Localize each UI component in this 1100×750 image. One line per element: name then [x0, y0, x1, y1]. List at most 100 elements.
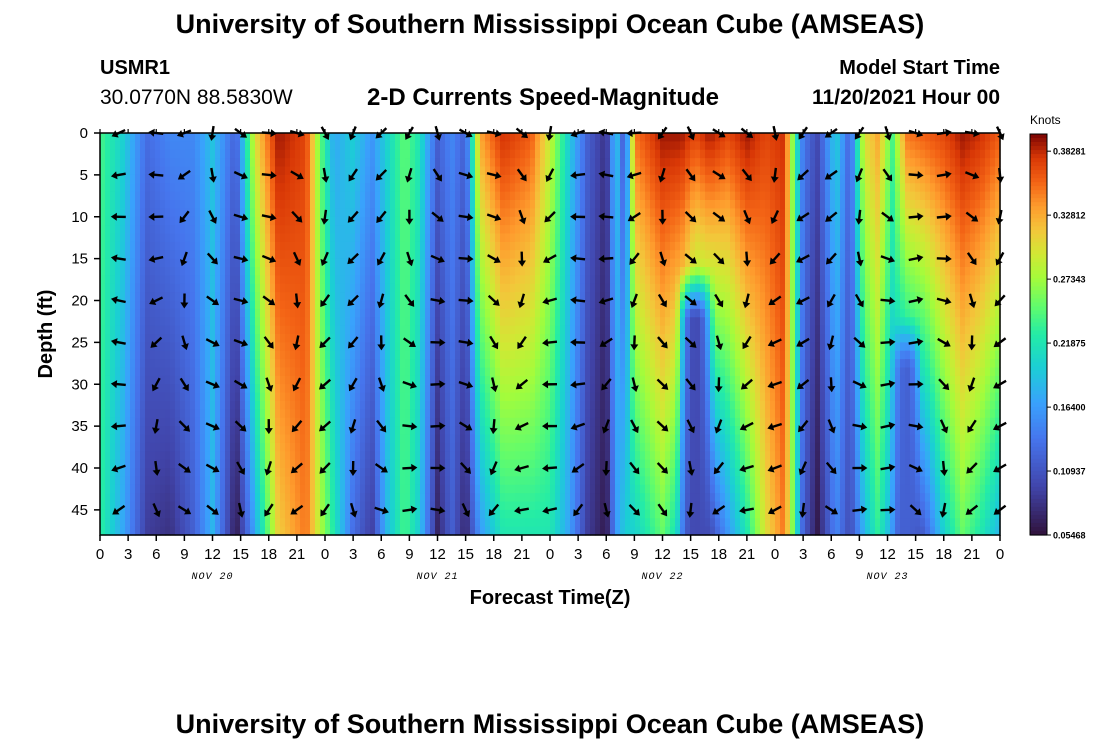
- heatmap-cell: [290, 233, 296, 243]
- heatmap-cell: [295, 526, 301, 536]
- heatmap-cell: [570, 183, 576, 193]
- heatmap-cell: [305, 250, 311, 260]
- heatmap-cell: [310, 442, 316, 452]
- heatmap-cell: [485, 183, 491, 193]
- heatmap-cell: [295, 468, 301, 477]
- heatmap-cell: [310, 241, 316, 251]
- heatmap-cell: [595, 526, 601, 536]
- heatmap-cell: [220, 200, 226, 209]
- heatmap-cell: [215, 250, 221, 260]
- heatmap-cell: [535, 308, 541, 318]
- heatmap-cell: [465, 476, 471, 486]
- heatmap-cell: [295, 141, 301, 151]
- heatmap-cell: [560, 233, 566, 243]
- heatmap-cell: [170, 216, 176, 226]
- heatmap-cell: [205, 334, 211, 343]
- heatmap-cell: [420, 250, 426, 260]
- heatmap-cell: [100, 526, 106, 536]
- heatmap-cell: [110, 183, 116, 193]
- heatmap-cell: [280, 216, 286, 226]
- heatmap-cell: [130, 392, 136, 402]
- heatmap-cell: [235, 426, 241, 436]
- heatmap-cell: [295, 476, 301, 486]
- heatmap-cell: [195, 258, 201, 268]
- heatmap-cell: [610, 308, 616, 318]
- heatmap-cell: [325, 493, 331, 503]
- heatmap-cell: [515, 334, 521, 343]
- heatmap-cell: [245, 359, 251, 369]
- heatmap-cell: [245, 334, 251, 343]
- heatmap-cell: [355, 350, 361, 360]
- heatmap-cell: [360, 526, 366, 536]
- heatmap-cell: [180, 359, 186, 369]
- heatmap-cell: [200, 267, 206, 276]
- heatmap-cell: [595, 200, 601, 209]
- heatmap-cell: [390, 476, 396, 486]
- heatmap-cell: [455, 267, 461, 276]
- heatmap-cell: [615, 241, 621, 251]
- heatmap-cell: [115, 308, 121, 318]
- heatmap-cell: [180, 417, 186, 427]
- heatmap-cell: [415, 158, 421, 168]
- heatmap-cell: [405, 342, 411, 352]
- heatmap-cell: [145, 191, 151, 201]
- heatmap-cell: [140, 292, 146, 302]
- heatmap-cell: [440, 317, 446, 327]
- heatmap-cell: [165, 442, 171, 452]
- heatmap-cell: [245, 451, 251, 461]
- heatmap-cell: [265, 518, 271, 528]
- heatmap-cell: [500, 233, 506, 243]
- heatmap-cell: [125, 166, 131, 176]
- heatmap-cell: [330, 300, 336, 310]
- heatmap-cell: [590, 133, 596, 142]
- heatmap-cell: [190, 225, 196, 235]
- heatmap-cell: [140, 267, 146, 276]
- heatmap-cell: [155, 325, 161, 335]
- heatmap-cell: [400, 468, 406, 477]
- heatmap-cell: [320, 459, 326, 469]
- heatmap-cell: [550, 158, 556, 168]
- heatmap-cell: [255, 359, 261, 369]
- heatmap-cell: [175, 451, 181, 461]
- heatmap-cell: [530, 334, 536, 343]
- heatmap-cell: [110, 283, 116, 293]
- heatmap-cell: [175, 426, 181, 436]
- heatmap-cell: [200, 208, 206, 218]
- heatmap-cell: [570, 359, 576, 369]
- heatmap-cell: [335, 367, 341, 377]
- heatmap-cell: [585, 392, 591, 402]
- heatmap-cell: [585, 191, 591, 201]
- heatmap-cell: [410, 275, 416, 285]
- heatmap-cell: [415, 342, 421, 352]
- heatmap-cell: [230, 342, 236, 352]
- heatmap-cell: [185, 493, 191, 503]
- heatmap-cell: [555, 317, 561, 327]
- heatmap-cell: [210, 191, 216, 201]
- heatmap-cell: [130, 225, 136, 235]
- heatmap-cell: [455, 384, 461, 394]
- heatmap-cell: [445, 283, 451, 293]
- heatmap-cell: [290, 476, 296, 486]
- heatmap-cell: [315, 392, 321, 402]
- heatmap-cell: [475, 166, 481, 176]
- heatmap-cell: [105, 392, 111, 402]
- heatmap-cell: [360, 308, 366, 318]
- heatmap-cell: [520, 409, 526, 419]
- heatmap-cell: [105, 267, 111, 276]
- heatmap-cell: [430, 133, 436, 142]
- heatmap-cell: [370, 141, 376, 151]
- heatmap-cell: [570, 250, 576, 260]
- heatmap-cell: [545, 200, 551, 209]
- heatmap-cell: [335, 334, 341, 343]
- heatmap-cell: [555, 392, 561, 402]
- heatmap-cell: [200, 200, 206, 209]
- heatmap-cell: [240, 233, 246, 243]
- heatmap-cell: [330, 317, 336, 327]
- heatmap-cell: [260, 183, 266, 193]
- heatmap-cell: [370, 434, 376, 444]
- heatmap-cell: [560, 250, 566, 260]
- heatmap-cell: [230, 267, 236, 276]
- heatmap-cell: [300, 501, 306, 511]
- heatmap-cell: [180, 384, 186, 394]
- heatmap-cell: [575, 133, 581, 142]
